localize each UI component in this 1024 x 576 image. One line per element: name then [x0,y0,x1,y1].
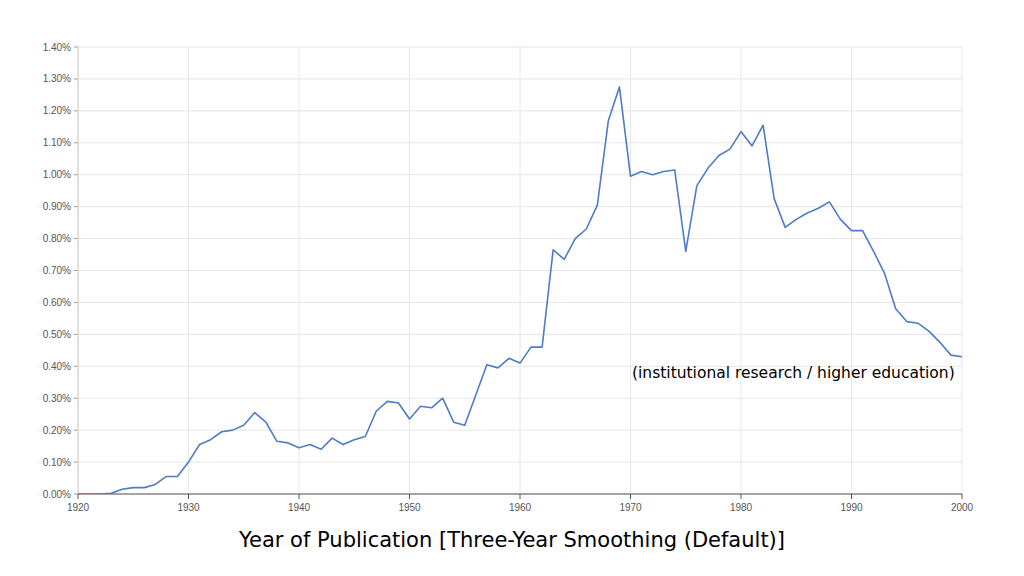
y-tick [74,238,78,239]
x-grid-line [741,47,742,494]
y-tick [74,494,78,495]
y-tick-label: 0.30% [43,393,71,404]
y-tick-label: 0.10% [43,457,71,468]
x-tick-label: 1950 [398,502,421,513]
y-tick-label: 0.40% [43,361,71,372]
y-tick [74,302,78,303]
y-tick-label: 0.80% [43,233,71,244]
x-tick-label: 1940 [288,502,311,513]
y-tick [74,110,78,111]
y-tick [74,430,78,431]
x-tick [741,494,742,499]
y-tick-label: 0.70% [43,265,71,276]
x-tick-label: 1930 [177,502,200,513]
y-tick [74,398,78,399]
tick-labels: 0.00% 0.10% 0.20% 0.30% 0.40% 0.50% 0.60% 0.70%… [43,42,974,514]
y-tick-label: 0.60% [43,297,71,308]
x-tick [188,494,189,499]
x-grid-line [188,47,189,494]
x-tick [520,494,521,499]
x-grid-line [962,47,963,494]
x-axis [78,494,962,495]
y-tick-label: 0.90% [43,201,71,212]
x-tick [409,494,410,499]
y-grid-line [78,494,962,495]
y-tick-label: 0.00% [43,489,71,500]
y-tick [74,206,78,207]
x-tick-label: 1970 [619,502,642,513]
grid [74,47,962,499]
x-tick [962,494,963,499]
y-tick [74,174,78,175]
y-tick [74,366,78,367]
y-tick [74,334,78,335]
y-tick-label: 1.40% [43,42,71,53]
y-tick [74,462,78,463]
background [0,0,1024,576]
y-tick-label: 1.00% [43,169,71,180]
plot-area [78,87,962,494]
y-tick [74,270,78,271]
x-grid-line [78,47,79,494]
y-tick [74,78,78,79]
x-tick-label: 1990 [840,502,863,513]
x-axis-label: Year of Publication [Three-Year Smoothin… [238,528,785,552]
y-tick-label: 1.30% [43,73,71,84]
y-axis [78,47,79,494]
x-grid-line [299,47,300,494]
y-tick-label: 1.10% [43,137,71,148]
x-tick [630,494,631,499]
x-tick-label: 1960 [509,502,532,513]
x-grid-line [409,47,410,494]
data-line [78,87,962,494]
x-tick [299,494,300,499]
y-tick [74,47,78,48]
y-tick-label: 0.50% [43,329,71,340]
x-grid-line [851,47,852,494]
x-tick-label: 1920 [67,502,90,513]
x-tick [78,494,79,499]
chart: 0.00% 0.10% 0.20% 0.30% 0.40% 0.50% 0.60% 0.70%… [0,0,1024,576]
annotation: (institutional research / higher educati… [632,364,955,382]
x-grid-line [520,47,521,494]
x-grid-line [630,47,631,494]
x-tick [851,494,852,499]
y-tick-label: 0.20% [43,425,71,436]
x-tick-label: 1980 [730,502,753,513]
x-tick-label: 2000 [951,502,974,513]
y-tick [74,142,78,143]
y-tick-label: 1.20% [43,105,71,116]
